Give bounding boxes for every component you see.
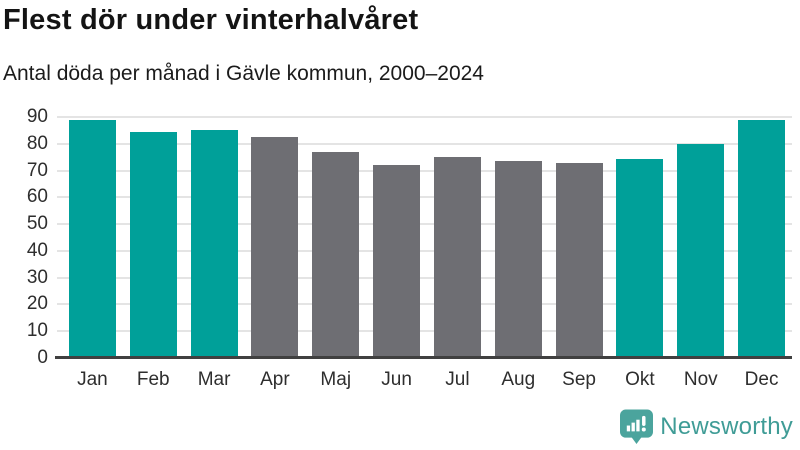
x-tick-label-okt: Okt [625,369,655,390]
bar-feb [129,131,177,358]
y-gridline-40 [57,249,792,252]
bar-dec [738,119,786,358]
bar-mar [190,130,238,358]
y-tick-label-90: 90 [26,106,48,127]
x-tick-label-feb: Feb [136,369,170,390]
y-gridline-10 [57,330,792,333]
bar-aug [494,161,542,358]
chart-title: Flest dör under vinterhalvåret [3,4,419,36]
y-tick-label-30: 30 [26,266,48,288]
y-gridline-90 [57,116,792,118]
y-gridline-80 [57,142,792,145]
x-axis-line [55,356,792,359]
y-tick-label-80: 80 [26,132,48,154]
x-tick-label-maj: Maj [320,369,352,390]
x-tick-label-aug: Aug [501,369,536,390]
newsworthy-brand-text: Newsworthy [660,413,793,440]
x-tick-label-mar: Mar [197,369,231,390]
newsworthy-logo: Newsworthy [620,409,793,445]
y-tick-label-0: 0 [37,347,48,368]
y-gridline-20 [57,303,792,306]
y-gridline-60 [57,196,792,199]
bar-apr [251,137,299,358]
x-tick-label-apr: Apr [260,369,290,390]
y-tick-label-10: 10 [26,320,48,342]
y-gridline-70 [57,169,792,172]
y-tick-label-50: 50 [26,213,48,235]
bar-jan [68,119,116,358]
bar-okt [616,158,664,358]
x-tick-label-nov: Nov [683,369,718,390]
x-tick-label-sep: Sep [562,369,596,390]
newsworthy-chart-bubble-icon [620,409,654,444]
x-tick-label-dec: Dec [744,369,779,390]
bar-jul [433,157,481,358]
bar-maj [312,151,360,358]
y-tick-label-70: 70 [26,159,48,181]
y-tick-label-40: 40 [26,239,48,261]
bar-sep [555,162,603,358]
x-tick-label-jan: Jan [77,369,108,390]
x-tick-label-jul: Jul [445,369,470,390]
bar-nov [677,143,725,358]
chart-subtitle: Antal döda per månad i Gävle kommun, 200… [3,62,484,85]
bar-jun [373,165,421,358]
y-tick-label-20: 20 [26,293,48,315]
y-tick-label-60: 60 [26,186,48,208]
y-gridline-30 [57,276,792,279]
x-tick-label-jun: Jun [381,369,412,390]
y-gridline-50 [57,223,792,226]
